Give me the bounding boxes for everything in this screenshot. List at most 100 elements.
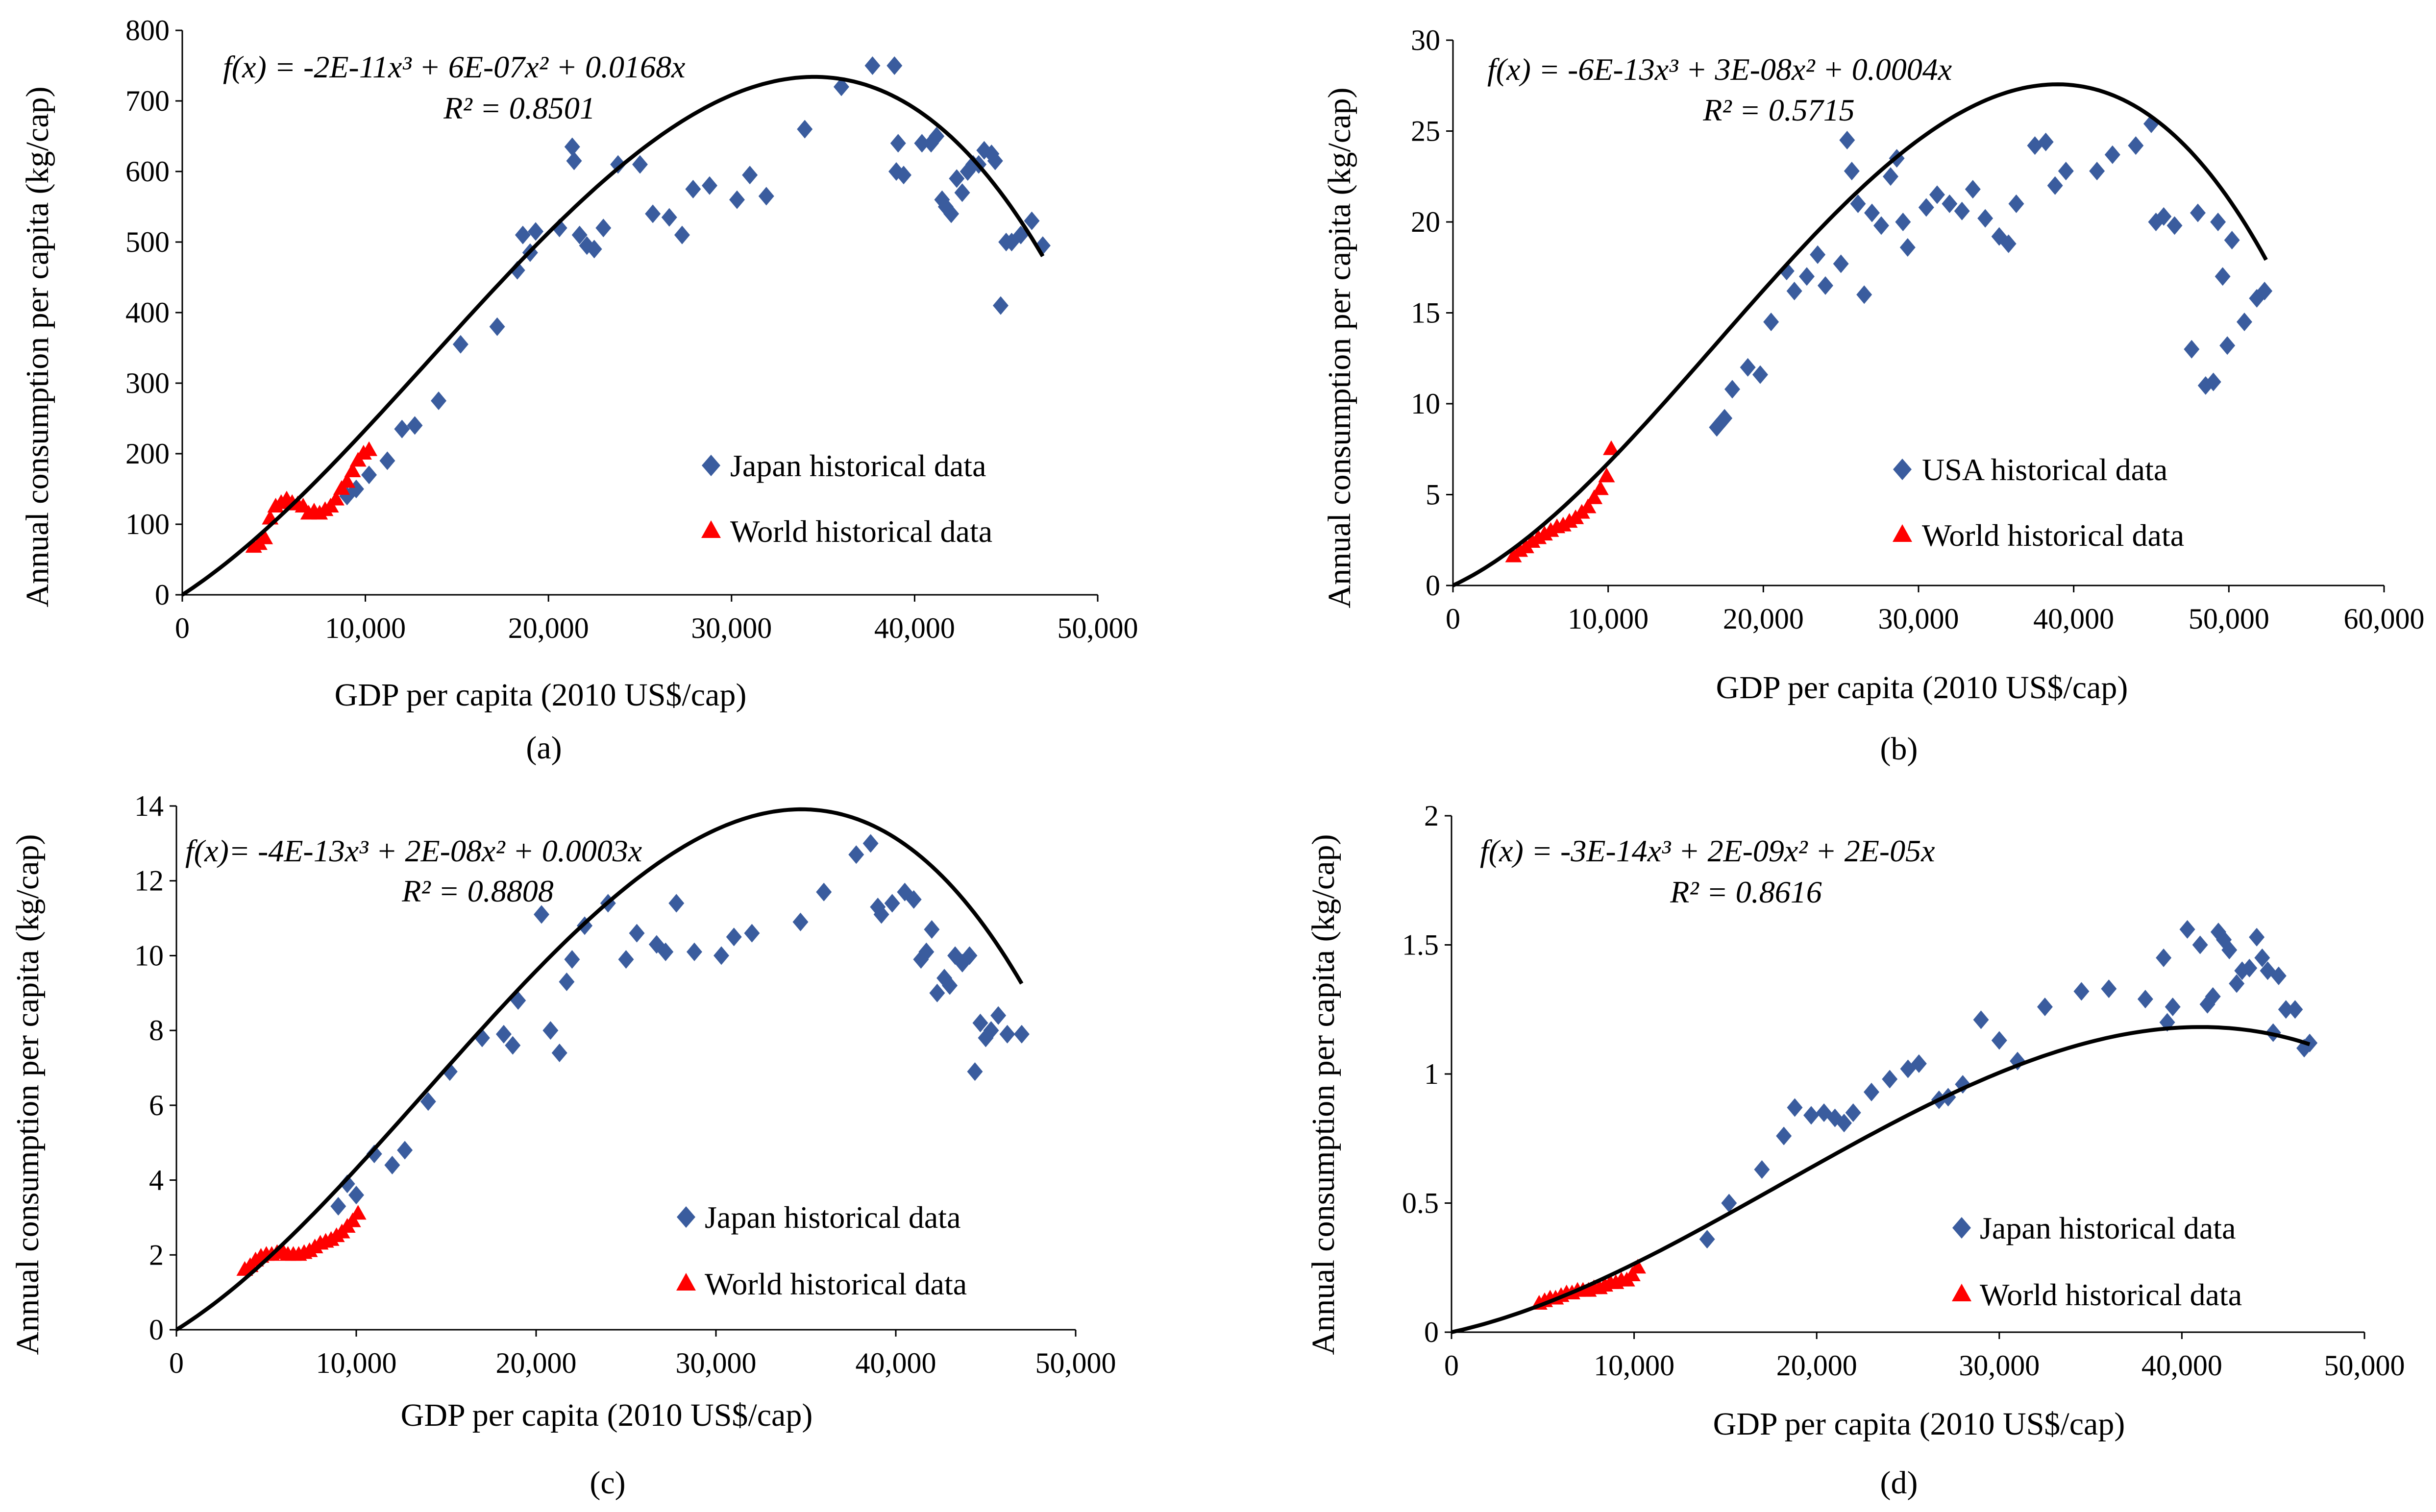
y-tick-label: 300 bbox=[125, 367, 170, 399]
data-point-diamond bbox=[1845, 1103, 1861, 1122]
legend-c: Japan historical data World historical d… bbox=[676, 1200, 967, 1301]
data-point-diamond bbox=[949, 169, 965, 188]
data-point-diamond bbox=[2089, 162, 2105, 181]
data-point-diamond bbox=[2210, 213, 2226, 231]
legend-d: Japan historical data World historical d… bbox=[1952, 1211, 2242, 1312]
data-point-triangle bbox=[344, 463, 361, 477]
data-point-diamond bbox=[2058, 162, 2074, 181]
data-point-diamond bbox=[729, 190, 745, 209]
data-point-diamond bbox=[661, 208, 677, 227]
data-point-diamond bbox=[2278, 1000, 2294, 1019]
data-point-diamond bbox=[954, 183, 970, 202]
data-point-diamond bbox=[2184, 340, 2200, 359]
data-point-diamond bbox=[987, 151, 1003, 171]
data-point-diamond bbox=[1864, 203, 1880, 222]
data-point-diamond bbox=[1883, 167, 1898, 186]
data-point-diamond bbox=[2249, 927, 2265, 947]
legend-marker-diamond-c bbox=[677, 1206, 695, 1228]
data-point-diamond bbox=[495, 1024, 512, 1044]
x-tick-label: 0 bbox=[169, 1347, 184, 1379]
data-point-diamond bbox=[1836, 1114, 1852, 1133]
data-point-triangle bbox=[256, 529, 273, 544]
x-axis-title-b: GDP per capita (2010 US$/cap) bbox=[1716, 670, 2128, 706]
data-point-diamond bbox=[2137, 990, 2153, 1009]
data-point-diamond bbox=[379, 451, 395, 470]
data-point-diamond bbox=[999, 1024, 1015, 1044]
data-point-diamond bbox=[2156, 207, 2172, 226]
data-point-diamond bbox=[2156, 948, 2172, 967]
x-tick-label: 20,000 bbox=[1776, 1349, 1857, 1382]
plot-area-b: 0 5 10 15 20 25 30 0 10,000 20,000 30,000 40,000 50,… bbox=[1411, 24, 2425, 635]
data-point-diamond bbox=[864, 56, 881, 75]
data-point-diamond bbox=[618, 950, 634, 969]
y-tick-label: 400 bbox=[125, 296, 170, 329]
data-point-diamond bbox=[906, 890, 922, 909]
x-tick-label: 20,000 bbox=[508, 612, 589, 644]
trendline-curve bbox=[1452, 82, 2268, 587]
x-tick-label: 30,000 bbox=[691, 612, 772, 644]
data-point-diamond bbox=[1895, 213, 1911, 231]
data-point-diamond bbox=[2101, 979, 2117, 999]
data-point-diamond bbox=[1763, 313, 1779, 332]
data-point-triangle bbox=[1592, 480, 1609, 495]
data-point-diamond bbox=[534, 905, 550, 924]
data-point-diamond bbox=[571, 225, 588, 244]
data-point-diamond bbox=[420, 1092, 436, 1111]
data-point-diamond bbox=[816, 882, 832, 902]
x-tick-label: 50,000 bbox=[2324, 1349, 2405, 1382]
data-point-diamond bbox=[1776, 1126, 1792, 1146]
y-tick-label: 800 bbox=[125, 14, 170, 47]
data-point-diamond bbox=[1873, 216, 1889, 235]
data-point-diamond bbox=[645, 204, 661, 223]
data-point-diamond bbox=[1911, 1054, 1927, 1073]
y-tick-label: 1.5 bbox=[1402, 929, 1439, 961]
data-point-diamond bbox=[1721, 1194, 1737, 1213]
y-tick-label: 30 bbox=[1411, 24, 1440, 56]
data-point-diamond bbox=[1965, 180, 1981, 199]
panel-label-c: (c) bbox=[590, 1465, 625, 1501]
y-tick-label: 200 bbox=[125, 438, 170, 470]
x-tick-label: 50,000 bbox=[1058, 612, 1138, 644]
data-point-diamond bbox=[1724, 380, 1740, 399]
x-axis-title-c: GDP per capita (2010 US$/cap) bbox=[401, 1397, 813, 1433]
x-axis-title-a: GDP per capita (2010 US$/cap) bbox=[335, 677, 747, 713]
legend-marker-diamond-b bbox=[1893, 459, 1912, 480]
data-point-diamond bbox=[792, 912, 809, 931]
data-point-diamond bbox=[658, 942, 674, 961]
legend-a: Japan historical data World historical d… bbox=[701, 448, 992, 549]
data-point-diamond bbox=[2038, 132, 2054, 151]
data-point-triangle bbox=[339, 473, 356, 488]
data-point-triangle bbox=[344, 1212, 361, 1227]
data-point-diamond bbox=[2179, 920, 2195, 939]
panel-label-a: (a) bbox=[526, 730, 562, 766]
legend-marker-triangle-a bbox=[701, 520, 721, 538]
data-point-diamond bbox=[2008, 194, 2024, 213]
data-point-diamond bbox=[2190, 203, 2206, 222]
x-axis-title-d: GDP per capita (2010 US$/cap) bbox=[1713, 1406, 2125, 1442]
data-point-diamond bbox=[2257, 281, 2273, 300]
data-point-diamond bbox=[1786, 281, 1802, 300]
data-point-diamond bbox=[961, 946, 978, 965]
data-point-diamond bbox=[983, 1021, 999, 1040]
y-tick-label: 0 bbox=[1426, 569, 1440, 602]
y-tick-label: 15 bbox=[1411, 297, 1440, 329]
data-point-diamond bbox=[431, 391, 447, 410]
trendline-curve bbox=[1451, 1025, 2311, 1334]
data-point-diamond bbox=[384, 1156, 400, 1175]
y-tick-label: 14 bbox=[134, 790, 164, 822]
data-point-diamond bbox=[742, 166, 758, 185]
plot-area-d: 0 0.5 1 1.5 2 0 10,000 20,000 30,000 40,000 50,000 bbox=[1402, 800, 2405, 1382]
equation-d: f(x) = -3E-14x³ + 2E-09x² + 2E-05x bbox=[1480, 833, 1935, 868]
data-point-diamond bbox=[2128, 136, 2144, 155]
r-squared-a: R² = 0.8501 bbox=[443, 91, 595, 125]
data-point-diamond bbox=[1991, 1031, 2007, 1050]
data-point-diamond bbox=[2241, 958, 2258, 977]
data-point-diamond bbox=[833, 77, 849, 97]
data-point-diamond bbox=[848, 845, 864, 864]
trendline-curve bbox=[175, 807, 1024, 1332]
data-point-diamond bbox=[515, 225, 531, 244]
data-point-diamond bbox=[528, 222, 544, 241]
y-tick-label: 4 bbox=[149, 1164, 164, 1196]
